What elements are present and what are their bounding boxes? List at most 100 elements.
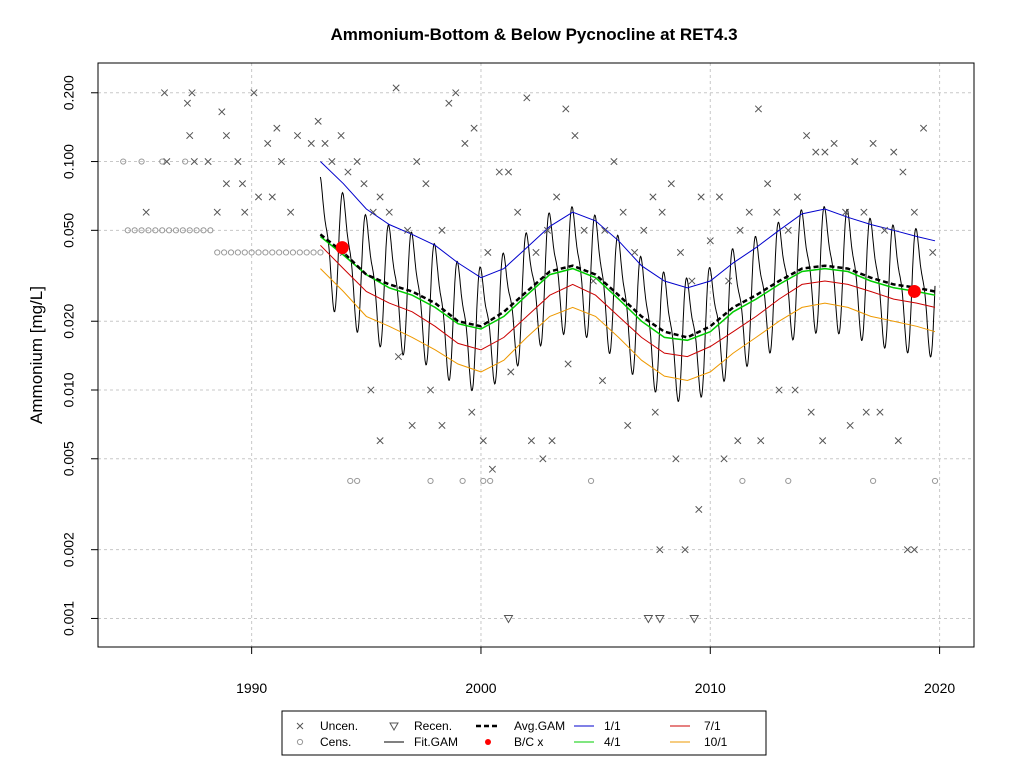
uncensored-point [725, 277, 733, 285]
avg-gam-line [319, 233, 936, 339]
censored-point [480, 477, 487, 485]
x-tick-label: 2000 [465, 680, 496, 696]
censored-point [165, 227, 173, 234]
uncensored-point [910, 208, 918, 216]
uncensored-point [452, 89, 460, 97]
uncensored-point [754, 105, 762, 113]
uncensored-point [321, 139, 329, 148]
uncensored-point [688, 277, 696, 285]
censored-point [354, 477, 361, 485]
censored-point [182, 158, 189, 165]
series-layer [120, 84, 939, 624]
uncensored-point [328, 157, 336, 166]
censored-point [296, 249, 303, 256]
uncensored-point [277, 157, 286, 166]
recensored-point [654, 614, 665, 624]
x-tick-label: 2010 [695, 680, 726, 696]
uncensored-point [369, 208, 377, 216]
uncensored-point [745, 208, 753, 216]
uncensored-point [385, 208, 393, 216]
uncensored-point [564, 360, 572, 368]
uncensored-point [846, 421, 854, 429]
uncensored-point [438, 226, 446, 234]
y-tick-label: 0.010 [61, 372, 77, 407]
recensored-point [689, 614, 700, 624]
censored-point [931, 477, 939, 485]
uncensored-point [676, 248, 685, 257]
censored-point [289, 249, 297, 256]
uncensored-point [376, 437, 384, 445]
uncensored-point [697, 193, 705, 201]
line-10-1 [320, 268, 936, 382]
line-7-1 [320, 244, 936, 358]
uncensored-point [376, 193, 384, 201]
uncensored-point [488, 465, 496, 473]
uncensored-point [186, 131, 194, 140]
uncensored-point [667, 180, 675, 188]
uncensored-point [539, 455, 547, 463]
fit-gam-line [319, 176, 936, 403]
y-axis: 0.001 0.002 0.005 0.010 0.020 0.050 0.100 0.200 [61, 75, 98, 636]
uncensored-point [598, 376, 607, 385]
uncensored-point [273, 124, 281, 132]
legend-label: 7/1 [704, 719, 721, 733]
censored-point [248, 249, 255, 256]
recensored-point [643, 614, 654, 624]
uncensored-point [392, 84, 400, 92]
uncensored-point [523, 94, 531, 102]
censored-point [282, 249, 290, 256]
uncensored-point [919, 124, 928, 132]
uncensored-point [807, 408, 815, 416]
y-tick-label: 0.005 [61, 441, 77, 476]
y-tick-label: 0.001 [61, 601, 77, 636]
censored-point [255, 249, 262, 256]
censored-point [159, 158, 166, 165]
uncensored-point [812, 148, 820, 156]
uncensored-point [589, 277, 597, 285]
uncensored-point [484, 248, 492, 257]
plot-frame [97, 62, 975, 648]
censored-point [221, 249, 228, 256]
uncensored-point [764, 180, 772, 188]
uncensored-point [461, 139, 469, 148]
uncensored-point [894, 437, 902, 445]
uncensored-point [791, 386, 799, 394]
uncensored-point [890, 148, 898, 156]
y-tick-label: 0.100 [61, 144, 77, 179]
uncensored-point [842, 208, 850, 216]
y-tick-label: 0.050 [61, 213, 77, 248]
uncensored-point [422, 180, 430, 188]
uncensored-point [706, 237, 714, 245]
uncensored-point [910, 546, 918, 554]
censored-point [785, 477, 792, 485]
uncensored-point [470, 124, 478, 132]
uncensored-point [190, 157, 198, 166]
uncensored-point [619, 208, 627, 216]
legend: Uncen. Cens. Recen. Fit.GAM Avg.GAM B/C x 1/1 4… [281, 710, 767, 756]
uncensored-point [287, 208, 295, 216]
censored-point [262, 249, 269, 256]
uncensored-point [293, 131, 302, 140]
legend-symbol-recensored [389, 722, 399, 732]
uncensored-point [610, 157, 618, 166]
legend-label: Avg.GAM [514, 719, 565, 733]
y-tick-label: 0.020 [61, 304, 77, 339]
y-tick-label: 0.200 [61, 75, 77, 110]
uncensored-point [254, 193, 263, 201]
x-axis: 1990 2000 2010 2020 [236, 647, 955, 696]
uncensored-point [651, 408, 659, 416]
censored-point [138, 158, 145, 165]
uncensored-point [344, 168, 352, 176]
censored-point [214, 249, 221, 256]
y-axis-label: Ammonium [mg/L] [27, 286, 46, 424]
censored-point [172, 227, 180, 234]
uncensored-point [876, 408, 884, 416]
uncensored-point [307, 139, 315, 148]
uncensored-point [532, 248, 540, 257]
uncensored-point [681, 546, 689, 554]
legend-symbol-dot [485, 739, 491, 745]
uncensored-point [860, 208, 868, 216]
uncensored-point [672, 455, 680, 463]
uncensored-point [507, 368, 515, 376]
